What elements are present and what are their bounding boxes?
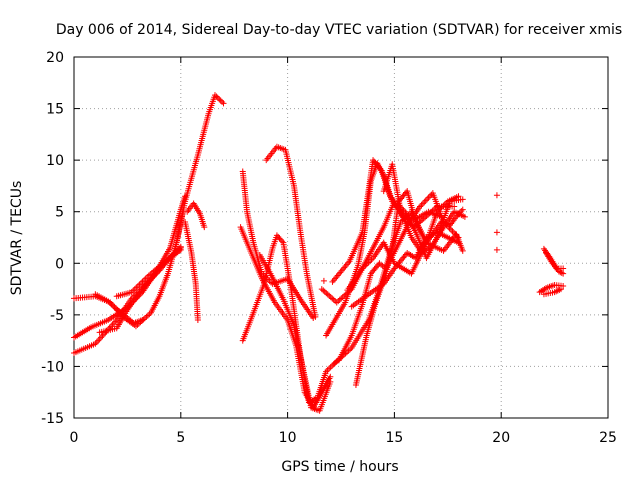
x-axis-label: GPS time / hours	[281, 459, 398, 475]
data-point-arc	[536, 281, 567, 296]
data-points	[71, 92, 567, 414]
y-tick-label: -15	[41, 411, 64, 427]
data-point-arc	[540, 286, 565, 298]
data-point-arc	[92, 208, 186, 330]
data-point-arc	[184, 200, 208, 231]
y-tick-label: 5	[55, 205, 64, 221]
data-point-arc	[113, 246, 184, 300]
x-tick-label: 10	[279, 430, 297, 446]
data-point-arc	[335, 190, 462, 364]
data-point-arc	[256, 252, 334, 414]
x-tick-label: 20	[492, 430, 510, 446]
data-point-arc	[239, 168, 317, 321]
y-tick-label: -10	[41, 359, 64, 375]
data-point-arc	[543, 249, 567, 277]
data-point-arc	[320, 277, 327, 284]
data-point-arc	[263, 143, 319, 320]
y-tick-label: 15	[46, 102, 64, 118]
x-tick-label: 25	[599, 430, 617, 446]
data-point-arc	[182, 219, 201, 324]
x-tick-label: 5	[176, 430, 185, 446]
data-point-arc	[493, 246, 500, 253]
y-axis-label: SDTVAR / TECUs	[9, 181, 25, 296]
series-4	[493, 192, 500, 253]
grid-lines	[74, 57, 608, 418]
series-5	[536, 245, 567, 298]
series-2	[237, 143, 340, 414]
data-point-arc	[493, 229, 500, 236]
y-tick-label: 20	[46, 50, 64, 66]
data-point-arc	[329, 157, 458, 285]
x-tick-label: 0	[70, 430, 79, 446]
tick-labels: 0 5 10 15 20 25 -15 -10 -5 0 5 10 15 20	[41, 50, 617, 446]
series-3	[318, 157, 468, 388]
y-tick-label: 0	[55, 256, 64, 272]
data-point-arc	[344, 196, 466, 294]
y-tick-label: -5	[50, 308, 64, 324]
x-tick-label: 15	[385, 430, 403, 446]
series-1	[71, 92, 227, 357]
chart-title: Day 006 of 2014, Sidereal Day-to-day VTE…	[56, 22, 622, 38]
axes	[73, 56, 609, 419]
y-tick-label: 10	[46, 153, 64, 169]
data-point-arc	[171, 92, 227, 256]
data-point-arc	[348, 229, 462, 310]
plot-frame	[73, 56, 609, 419]
data-point-arc	[493, 192, 500, 199]
